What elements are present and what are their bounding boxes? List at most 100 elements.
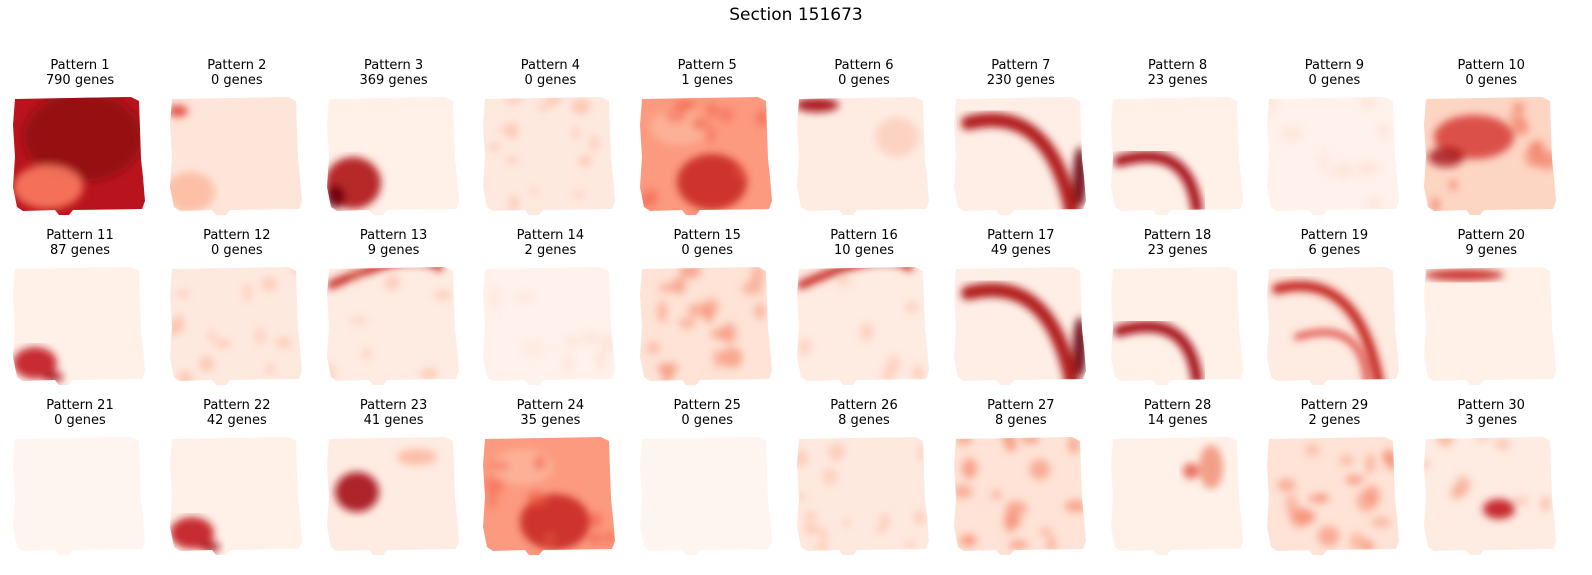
expression-region [23,97,143,182]
expression-region [487,285,501,311]
spatial-heatmap [483,97,616,215]
tissue-background [1424,437,1557,555]
expression-region [1530,139,1546,154]
expression-region [590,512,603,528]
panel-title: Pattern 24 [516,398,585,413]
tissue-background [640,437,773,555]
panel-gene-count: 230 genes [986,73,1055,88]
expression-region [836,275,851,287]
expression-region [1366,196,1385,211]
expression-region [797,449,809,468]
pattern-panel: Pattern 26 8 genes [789,398,939,555]
panel-gene-count: 8 genes [838,413,890,428]
spatial-heatmap [326,437,459,555]
expression-region [565,335,579,347]
expression-region [962,534,976,546]
panel-gene-count: 3 genes [1465,413,1518,428]
panel-title: Pattern 16 [830,228,898,243]
panel-title: Pattern 11 [46,228,114,243]
expression-region [43,371,63,383]
spatial-heatmap [483,437,616,555]
panel-title: Pattern 7 [991,58,1051,73]
expression-region [544,532,555,547]
expression-region [1340,455,1355,466]
expression-region [489,461,511,471]
expression-region [913,510,926,525]
expression-region [176,289,190,298]
pattern-panel: Pattern 22 42 genes [162,398,312,555]
tissue-background [169,267,302,385]
pattern-panel: Pattern 16 10 genes [789,228,939,385]
pattern-panel: Pattern 30 3 genes [1416,398,1566,555]
expression-region [674,100,696,112]
expression-region [721,322,738,345]
expression-region [419,368,437,380]
panel-gene-count: 0 genes [210,243,263,258]
pattern-panel: Pattern 8 23 genes [1103,58,1253,215]
expression-region [712,349,724,369]
spatial-heatmap [640,437,773,555]
expression-region [521,341,546,358]
expression-region [396,449,437,465]
pattern-panel: Pattern 25 0 genes [632,398,782,555]
expression-region [860,322,874,341]
expression-region [433,290,452,299]
expression-region [13,347,57,379]
panel-gene-count: 42 genes [206,413,267,428]
expression-region [820,527,828,546]
spatial-heatmap [640,97,773,215]
spatial-heatmap [13,97,145,215]
pattern-panel: Pattern 21 0 genes [5,398,155,555]
panel-gene-count: 0 genes [838,73,890,88]
expression-region [1424,269,1505,281]
spatial-heatmap [797,267,929,385]
expression-region [1029,459,1050,480]
expression-band [1113,321,1203,385]
expression-region [1385,453,1400,471]
spatial-heatmap [1267,97,1400,215]
pattern-panel: Pattern 3 369 genes [319,58,469,215]
spatial-heatmap [326,267,459,385]
panel-gene-count: 9 genes [1465,243,1518,258]
expression-region [692,116,709,131]
expression-region [953,484,973,499]
expression-region [742,280,763,296]
panel-gene-count: 41 genes [363,413,424,428]
expression-region [991,490,1001,500]
expression-band [326,267,443,289]
expression-region [961,458,978,479]
panel-title: Pattern 26 [830,398,898,413]
spatial-heatmap [1110,267,1243,385]
expression-region [520,494,591,550]
expression-region [13,165,83,209]
expression-region [571,190,587,198]
tissue-background [1267,97,1400,215]
expression-region [352,275,361,286]
expression-region [755,110,770,127]
pattern-panel: Pattern 24 35 genes [475,398,625,555]
spatial-heatmap [483,267,616,385]
expression-region [904,540,916,549]
expression-region [545,97,563,106]
panel-gene-count: 8 genes [994,413,1047,428]
spatial-heatmap [1267,437,1400,555]
panel-title: Pattern 19 [1300,228,1369,243]
expression-region [348,317,368,325]
pattern-panel: Pattern 28 14 genes [1103,398,1253,555]
panel-title: Pattern 22 [203,398,271,413]
expression-region [533,455,547,470]
panel-title: Pattern 6 [834,58,894,73]
expression-region [1355,160,1379,177]
expression-band [1113,151,1203,215]
expression-region [1003,510,1018,533]
expression-region [1285,493,1299,515]
panel-title: Pattern 13 [359,228,428,243]
expression-region [1039,527,1052,537]
spatial-heatmap [1267,267,1400,385]
expression-band [1294,329,1371,385]
spatial-heatmap [640,267,773,385]
expression-region [678,317,697,329]
panel-gene-count: 0 genes [524,73,577,88]
expression-region [842,518,851,528]
